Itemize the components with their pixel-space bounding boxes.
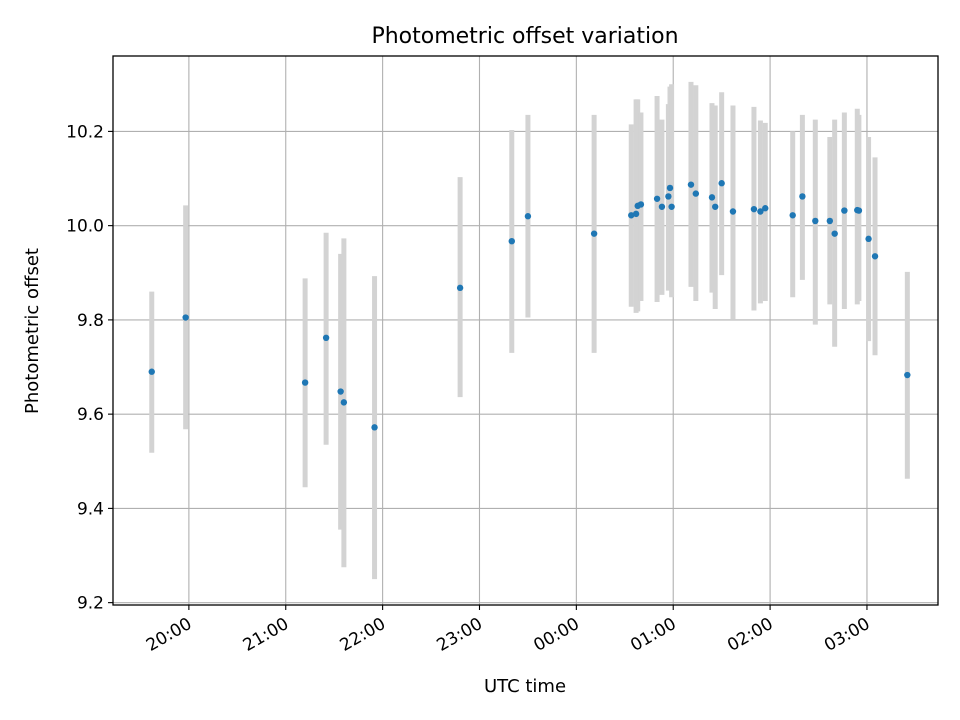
error-bars [149,81,910,580]
x-tick-label: 23:00 [434,614,486,656]
x-axis-ticks: 20:00 21:00 22:00 23:00 00:00 01:00 02:00 03:00 [143,605,873,656]
data-point [322,334,330,342]
y-tick-label: 9.4 [77,499,104,519]
data-point [148,368,155,375]
chart-title: Photometric offset variation [371,24,678,49]
data-point [632,210,640,218]
x-tick-label: 03:00 [821,614,873,656]
data-point [668,203,675,210]
data-point [687,181,695,188]
x-tick-label: 22:00 [337,614,389,656]
y-tick-label: 9.8 [77,311,104,331]
x-tick-label: 20:00 [143,614,195,656]
data-point [718,180,725,187]
x-tick-label: 00:00 [530,614,582,656]
y-axis-label: Photometric offset [22,248,43,414]
data-point [750,205,758,213]
data-point [855,207,863,214]
data-point [340,399,348,406]
x-tick-label: 01:00 [627,614,679,656]
data-point [904,371,911,379]
data-point [658,203,666,210]
data-point [712,203,719,210]
data-point [789,212,796,219]
data-point [762,205,769,212]
data-point [757,208,764,215]
data-points [148,180,911,431]
data-point [871,253,879,260]
data-point [301,379,309,386]
data-point [524,213,532,220]
data-point [456,284,464,292]
data-point [637,201,645,208]
y-tick-label: 10.2 [66,122,104,142]
data-point [826,217,834,225]
x-tick-label: 21:00 [240,614,292,656]
data-point [371,424,378,431]
data-point [729,208,737,215]
data-point [508,237,515,245]
y-tick-label: 10.0 [66,217,104,237]
data-point [812,217,819,225]
data-point [831,230,838,237]
data-point [653,195,661,202]
data-point [628,212,635,219]
data-point [799,193,806,200]
data-point [182,314,189,321]
data-point [665,193,672,200]
plot-frame [112,55,939,606]
data-point [708,194,716,201]
data-point [666,184,674,192]
x-axis-label: UTC time [484,676,566,697]
data-point [865,235,872,243]
y-axis-ticks: 9.2 9.4 9.6 9.8 10.0 10.2 [66,122,113,614]
data-point [337,388,344,395]
data-point [590,230,598,237]
data-point [841,207,848,214]
x-tick-label: 02:00 [724,614,776,656]
y-tick-label: 9.2 [77,594,104,614]
y-tick-label: 9.6 [77,405,104,425]
data-point [692,190,700,197]
